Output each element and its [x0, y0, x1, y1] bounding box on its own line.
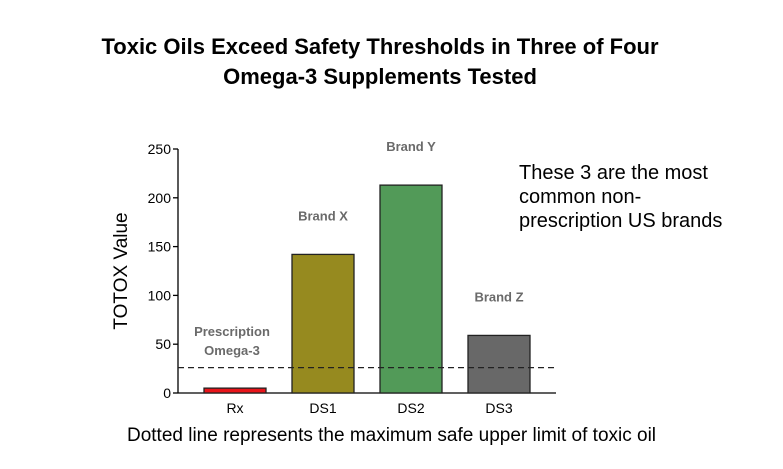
bar-label: Prescription [194, 324, 270, 339]
y-tick-label: 150 [148, 239, 172, 255]
bar-label: Omega-3 [204, 343, 260, 358]
bar-label: Brand X [298, 208, 348, 223]
chart-title-line-2: Omega-3 Supplements Tested [223, 64, 537, 89]
y-axis-label: TOTOX Value [111, 212, 132, 329]
chart-title-line-1: Toxic Oils Exceed Safety Thresholds in T… [101, 34, 659, 59]
x-tick-label: DS1 [309, 400, 336, 416]
bar-ds1 [291, 253, 355, 394]
x-tick-label: DS2 [397, 400, 424, 416]
x-tick-label: Rx [226, 400, 243, 416]
bar-ds2 [379, 184, 443, 394]
chart-title: Toxic Oils Exceed Safety Thresholds in T… [0, 32, 760, 92]
y-tick-label: 100 [148, 287, 172, 303]
y-tick-label: 200 [148, 190, 172, 206]
bar-label: Brand Z [474, 289, 523, 304]
annotation-line-2: common non- [519, 186, 642, 208]
y-tick-label: 0 [163, 385, 171, 401]
y-tick-label: 250 [148, 141, 172, 157]
bar-label: Brand Y [386, 139, 436, 154]
annotation-line-1: These 3 are the most [519, 162, 708, 184]
bar-rx [203, 387, 267, 394]
bar-ds3 [467, 334, 531, 394]
y-tick-label: 50 [155, 336, 171, 352]
brands-annotation: These 3 are the most common non- prescri… [519, 161, 769, 233]
annotation-line-3: prescription US brands [519, 210, 723, 232]
chart-caption: Dotted line represents the maximum safe … [126, 425, 657, 446]
x-tick-label: DS3 [485, 400, 512, 416]
